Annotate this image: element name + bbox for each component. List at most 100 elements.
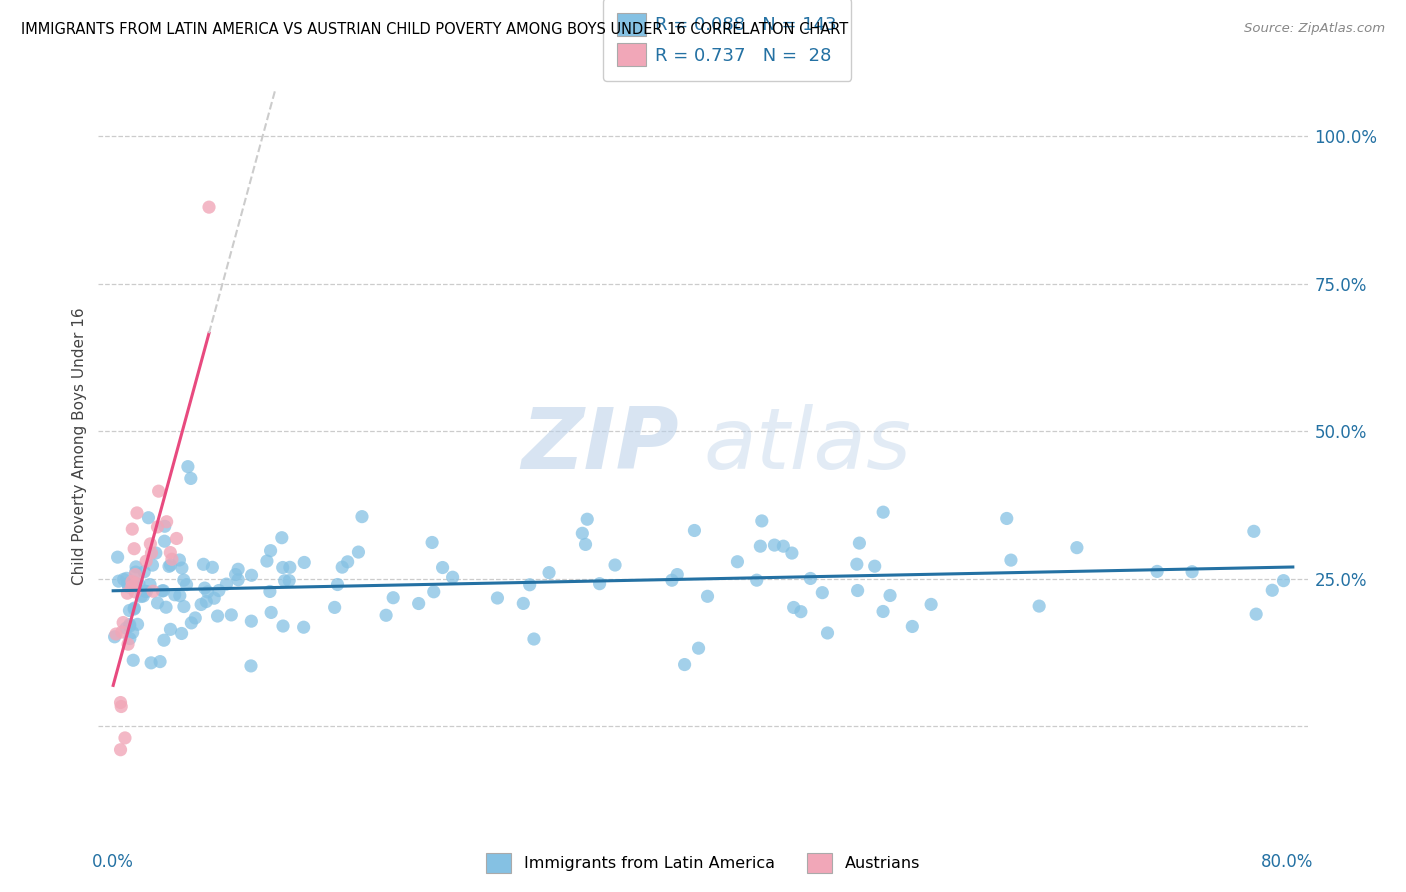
Point — [177, 459, 200, 474]
Point — [149, 655, 172, 669]
Point — [122, 602, 145, 616]
Point — [538, 566, 561, 580]
Point — [202, 591, 225, 606]
Point — [110, 742, 132, 756]
Point — [817, 626, 839, 640]
Point — [673, 657, 696, 672]
Point — [117, 586, 139, 600]
Point — [336, 555, 359, 569]
Point — [845, 558, 868, 572]
Point — [240, 614, 263, 628]
Point — [125, 576, 148, 591]
Point — [1028, 599, 1050, 613]
Point — [782, 600, 804, 615]
Text: IMMIGRANTS FROM LATIN AMERICA VS AUSTRIAN CHILD POVERTY AMONG BOYS UNDER 16 CORR: IMMIGRANTS FROM LATIN AMERICA VS AUSTRIA… — [21, 22, 848, 37]
Point — [156, 515, 179, 529]
Point — [423, 584, 446, 599]
Point — [1244, 607, 1267, 621]
Point — [872, 505, 894, 519]
Point — [846, 583, 869, 598]
Point — [749, 539, 772, 553]
Point — [408, 597, 430, 611]
Point — [271, 619, 294, 633]
Point — [790, 605, 813, 619]
Point — [198, 200, 221, 214]
Point — [139, 656, 162, 670]
Point — [208, 583, 231, 598]
Point — [240, 568, 263, 582]
Point — [225, 567, 247, 582]
Point — [180, 471, 202, 485]
Point — [194, 581, 217, 595]
Point — [125, 565, 148, 579]
Point — [121, 579, 143, 593]
Point — [1066, 541, 1088, 555]
Point — [141, 558, 163, 573]
Point — [129, 590, 152, 604]
Point — [107, 574, 129, 589]
Point — [323, 600, 346, 615]
Point — [115, 571, 138, 585]
Point — [193, 558, 215, 572]
Point — [112, 615, 135, 630]
Point — [141, 546, 163, 560]
Y-axis label: Child Poverty Among Boys Under 16: Child Poverty Among Boys Under 16 — [72, 307, 87, 585]
Text: Source: ZipAtlas.com: Source: ZipAtlas.com — [1244, 22, 1385, 36]
Point — [134, 565, 156, 579]
Point — [292, 556, 315, 570]
Point — [725, 555, 748, 569]
Point — [772, 539, 794, 553]
Point — [1261, 583, 1284, 598]
Point — [135, 584, 157, 599]
Point — [259, 584, 281, 599]
Point — [763, 538, 786, 552]
Point — [118, 603, 141, 617]
Point — [683, 524, 706, 538]
Point — [571, 526, 593, 541]
Point — [121, 625, 143, 640]
Point — [375, 608, 398, 623]
Point — [110, 699, 132, 714]
Point — [920, 598, 942, 612]
Point — [1146, 565, 1168, 579]
Point — [523, 632, 546, 646]
Point — [139, 537, 162, 551]
Point — [512, 596, 534, 610]
Point — [1243, 524, 1265, 539]
Point — [661, 573, 683, 587]
Point — [124, 567, 146, 582]
Point — [278, 560, 301, 574]
Point — [111, 625, 134, 640]
Point — [848, 536, 870, 550]
Point — [122, 541, 145, 556]
Text: ZIP: ZIP — [522, 404, 679, 488]
Point — [696, 589, 718, 603]
Point — [207, 609, 229, 624]
Point — [486, 591, 509, 605]
Point — [278, 574, 301, 588]
Point — [121, 522, 143, 536]
Point — [146, 520, 169, 534]
Point — [118, 619, 141, 633]
Point — [184, 611, 207, 625]
Point — [197, 585, 219, 599]
Point — [240, 659, 263, 673]
Point — [110, 696, 132, 710]
Point — [117, 580, 139, 594]
Point — [811, 585, 834, 599]
Point — [159, 623, 181, 637]
Point — [128, 577, 150, 591]
Point — [1272, 574, 1295, 588]
Point — [995, 511, 1018, 525]
Point — [114, 731, 136, 745]
Text: atlas: atlas — [703, 404, 911, 488]
Point — [142, 584, 165, 599]
Point — [259, 543, 281, 558]
Point — [260, 606, 283, 620]
Point — [170, 626, 193, 640]
Point — [155, 600, 177, 615]
Point — [688, 641, 710, 656]
Point — [326, 577, 349, 591]
Point — [271, 560, 294, 574]
Point — [176, 577, 198, 591]
